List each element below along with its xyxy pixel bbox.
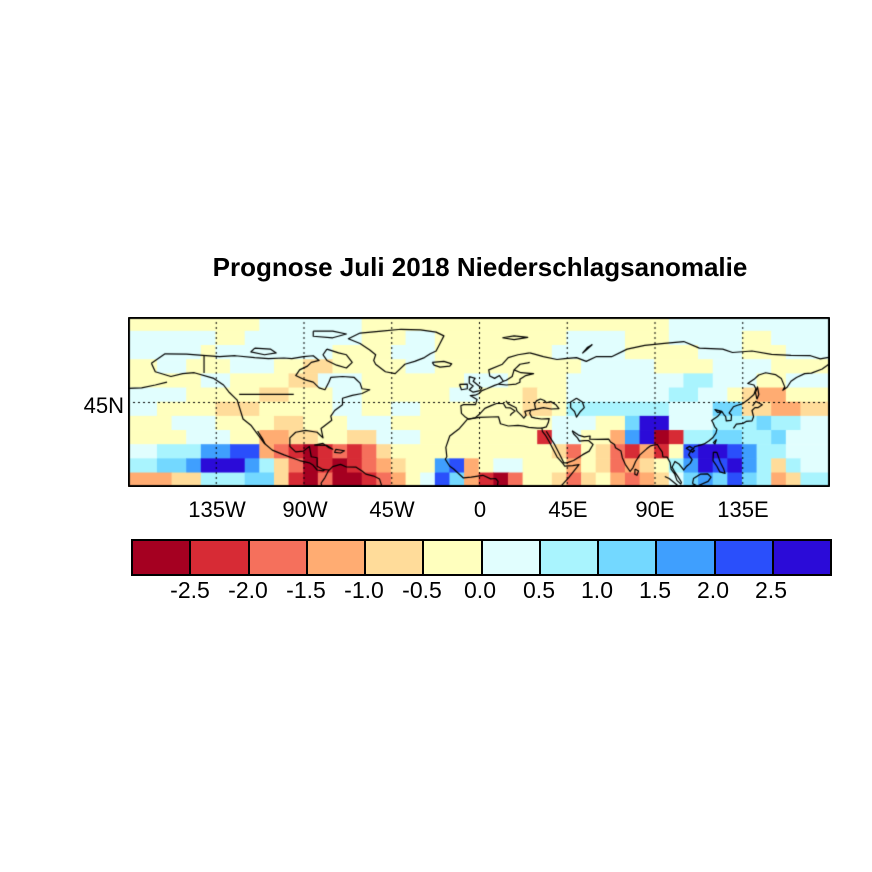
colorbar-segment xyxy=(599,541,658,574)
colorbar-segment xyxy=(366,541,425,574)
colorbar-segment xyxy=(482,541,541,574)
colorbar-segment xyxy=(715,541,774,574)
chart-title: Prognose Juli 2018 Niederschlagsanomalie xyxy=(212,252,748,282)
x-tick-90w: 90W xyxy=(282,497,328,522)
colorbar-label: -2.0 xyxy=(228,577,268,603)
x-tick-135e: 135E xyxy=(717,497,769,522)
x-tick-90e: 90E xyxy=(635,497,675,522)
x-tick-45w: 45W xyxy=(369,497,415,522)
colorbar-segment xyxy=(191,541,250,574)
colorbar xyxy=(131,539,832,576)
x-tick-45e: 45E xyxy=(548,497,588,522)
colorbar-segment xyxy=(540,541,599,574)
colorbar-label: -1.5 xyxy=(286,577,326,603)
colorbar-label: 0.5 xyxy=(523,577,555,603)
x-tick-0: 0 xyxy=(473,497,487,522)
colorbar-segment xyxy=(773,541,830,574)
colorbar-segment xyxy=(307,541,366,574)
y-tick-45n: 45N xyxy=(83,393,124,418)
colorbar-label: 2.0 xyxy=(697,577,729,603)
colorbar-label: 1.5 xyxy=(639,577,671,603)
map-canvas xyxy=(128,317,830,487)
colorbar-label: 2.5 xyxy=(755,577,787,603)
colorbar-segment xyxy=(133,541,192,574)
map-plot-area xyxy=(128,317,830,487)
colorbar-label: -2.5 xyxy=(170,577,210,603)
x-tick-135w: 135W xyxy=(188,497,246,522)
colorbar-label: -1.0 xyxy=(344,577,384,603)
colorbar-segment xyxy=(657,541,716,574)
colorbar-label: -0.5 xyxy=(402,577,442,603)
colorbar-segment xyxy=(249,541,308,574)
colorbar-label: 1.0 xyxy=(581,577,613,603)
colorbar-segment xyxy=(424,541,483,574)
colorbar-label: 0.0 xyxy=(464,577,496,603)
